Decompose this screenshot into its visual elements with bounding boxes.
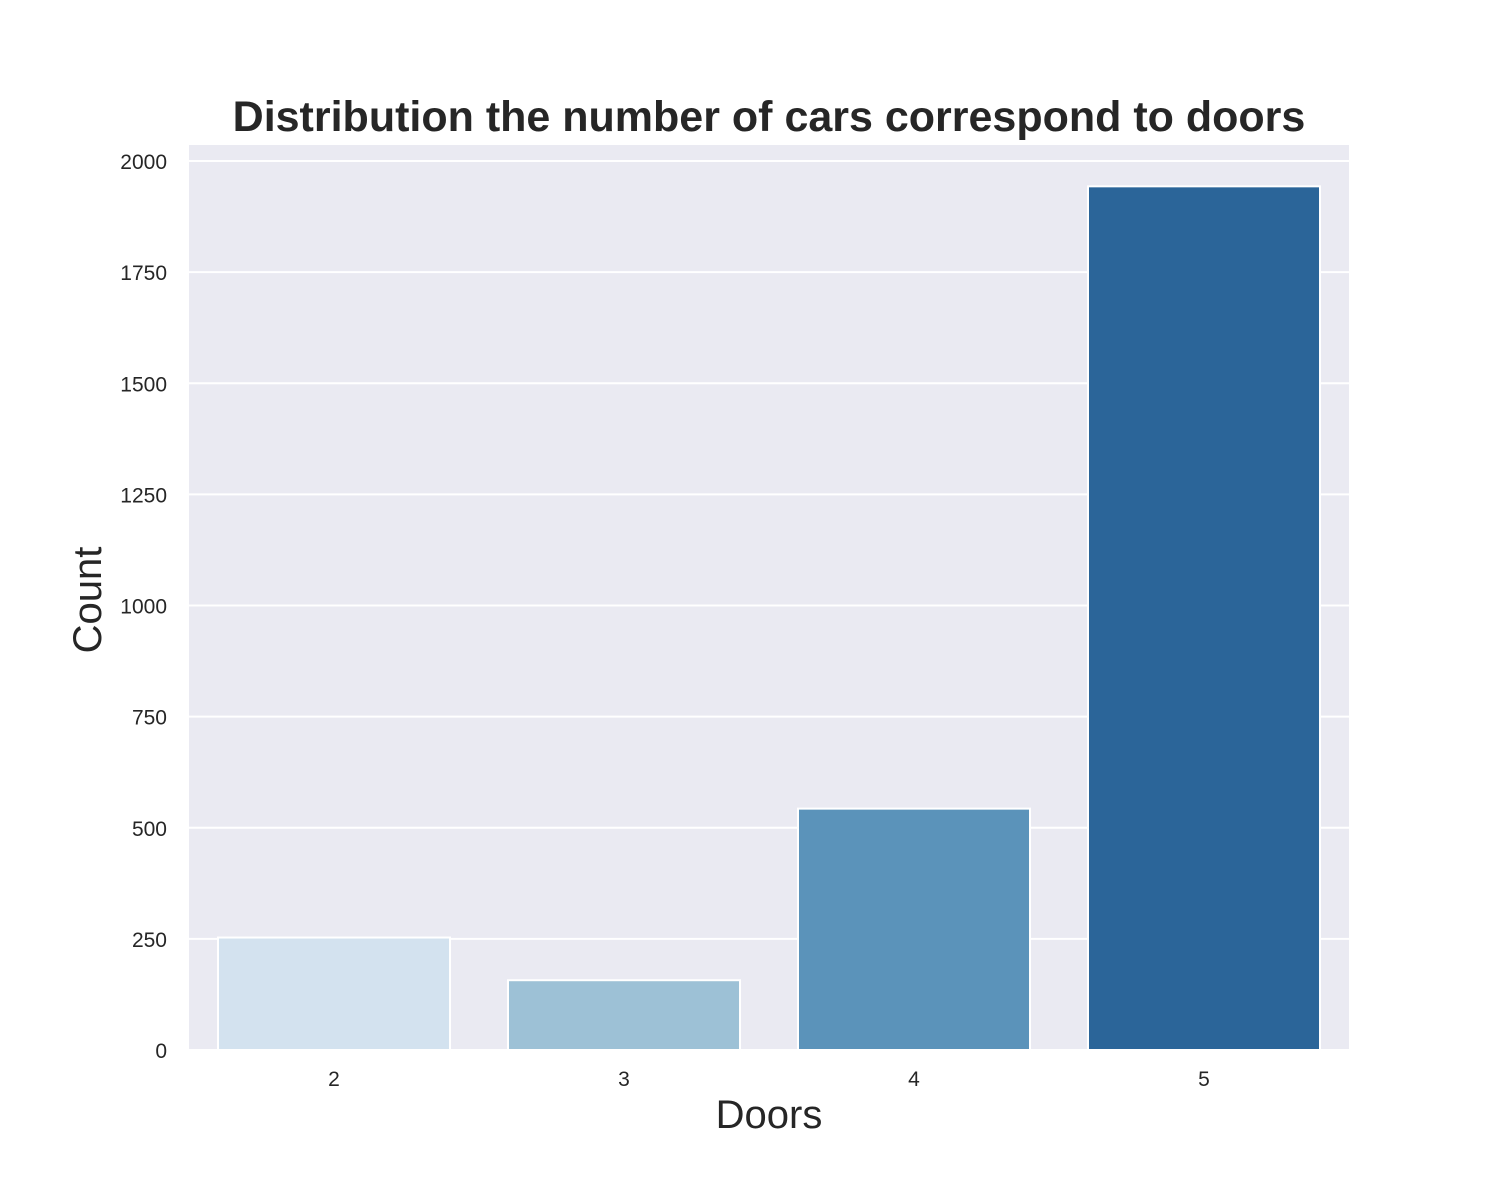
bar-doors-4 bbox=[797, 807, 1031, 1051]
bars bbox=[217, 185, 1321, 1052]
x-tick-label: 4 bbox=[908, 1068, 920, 1091]
x-tick-labels: 2 3 4 5 bbox=[328, 1068, 1210, 1091]
y-tick-label: 250 bbox=[132, 929, 167, 952]
x-axis-label: Doors bbox=[716, 1093, 823, 1137]
bar-doors-5 bbox=[1087, 185, 1321, 1052]
y-tick-label: 1250 bbox=[120, 484, 167, 507]
y-tick-label: 1000 bbox=[120, 596, 167, 619]
x-tick-label: 2 bbox=[328, 1068, 340, 1091]
chart-title: Distribution the number of cars correspo… bbox=[233, 93, 1306, 141]
y-tick-label: 500 bbox=[132, 818, 167, 841]
y-tick-label: 2000 bbox=[120, 151, 167, 174]
y-tick-label: 750 bbox=[132, 707, 167, 730]
bar-doors-3 bbox=[507, 979, 741, 1052]
y-tick-label: 1750 bbox=[120, 262, 167, 285]
bar-doors-2 bbox=[217, 936, 451, 1051]
y-tick-labels: 0 250 500 750 1000 1250 1500 1750 2000 bbox=[120, 151, 167, 1063]
x-tick-label: 5 bbox=[1198, 1068, 1210, 1091]
y-tick-label: 1500 bbox=[120, 373, 167, 396]
y-tick-label: 0 bbox=[155, 1040, 167, 1063]
x-tick-label: 3 bbox=[618, 1068, 630, 1091]
y-axis-label: Count bbox=[66, 547, 110, 654]
